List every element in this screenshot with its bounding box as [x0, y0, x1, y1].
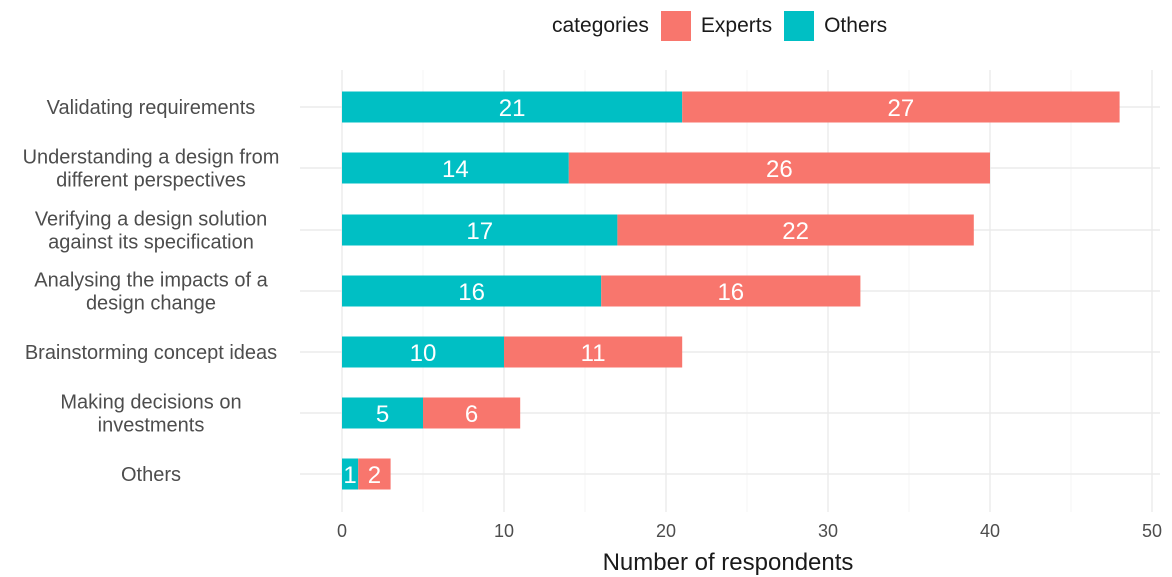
y-axis-label-line: Brainstorming concept ideas: [25, 342, 277, 364]
x-tick-label: 20: [656, 521, 676, 541]
bar-experts: [682, 91, 1120, 123]
bar-value-label-experts: 16: [717, 279, 744, 306]
bar-others: [342, 152, 569, 184]
bar-experts: [423, 397, 521, 429]
bar-value-label-experts: 27: [888, 95, 915, 122]
bar-value-label-others: 16: [458, 279, 485, 306]
bar-value-label-others: 17: [466, 218, 493, 245]
y-axis-label: Understanding a design from different per…: [23, 147, 280, 192]
y-axis-label: Others: [121, 464, 181, 486]
bar-value-label-others: 14: [442, 156, 469, 183]
y-axis-label-line: Others: [121, 464, 181, 486]
y-axis-label: Brainstorming concept ideas: [25, 342, 277, 364]
x-tick-label: 30: [818, 521, 838, 541]
bar-others: [342, 91, 683, 123]
y-axis-labels: Validating requirements Understanding a d…: [23, 97, 280, 486]
x-axis-title: Number of respondents: [603, 549, 854, 576]
y-axis-label-line: against its specification: [48, 232, 254, 254]
bar-experts: [504, 336, 683, 368]
y-axis-label-line: design change: [86, 293, 216, 315]
legend-item-experts: Experts: [660, 11, 773, 41]
y-axis-label-line: Making decisions on: [60, 392, 241, 414]
legend: categories Experts Others: [552, 8, 899, 44]
bar-experts: [617, 214, 974, 246]
x-tick-label: 40: [980, 521, 1000, 541]
bar-value-label-others: 21: [499, 95, 526, 122]
legend-label-others: Others: [824, 14, 888, 37]
bar-experts: [568, 152, 990, 184]
bar-others: [342, 214, 618, 246]
x-tick-label: 0: [337, 521, 347, 541]
y-axis-label-line: Analysing the impacts of a: [34, 270, 268, 292]
y-axis-label-line: investments: [98, 415, 205, 437]
bar-others: [342, 336, 504, 368]
bar-value-label-experts: 6: [465, 401, 478, 428]
bar-value-label-others: 5: [376, 401, 389, 428]
legend-swatch-experts: [660, 11, 691, 41]
bars: 21 27 14 26 17 22 16 16 10 11 5 6 1 2: [342, 91, 1120, 490]
bar-value-label-others: 10: [410, 340, 437, 367]
bar-experts: [358, 458, 391, 490]
bar-value-label-experts: 22: [782, 218, 809, 245]
bar-others: [342, 458, 359, 490]
y-axis-label: Validating requirements: [47, 97, 256, 119]
x-axis-ticks: 0 10 20 30 40 50: [337, 521, 1162, 541]
legend-item-others: Others: [784, 11, 887, 41]
bar-others: [342, 397, 423, 429]
y-axis-label: Making decisions on investments: [60, 392, 241, 437]
y-axis-label-line: Verifying a design solution: [35, 209, 267, 231]
y-axis-label-line: different perspectives: [56, 170, 246, 192]
bar-value-label-experts: 26: [766, 156, 793, 183]
bar-others: [342, 275, 602, 307]
bar-value-label-experts: 2: [368, 462, 381, 489]
y-axis-label: Analysing the impacts of a design change: [34, 270, 268, 315]
y-axis-label-line: Understanding a design from: [23, 147, 280, 169]
x-tick-label: 50: [1142, 521, 1162, 541]
legend-title: categories: [552, 14, 649, 37]
y-axis-label: Verifying a design solution against its s…: [35, 209, 267, 254]
legend-swatch-others: [784, 11, 815, 41]
x-tick-label: 10: [494, 521, 514, 541]
y-axis-label-line: Validating requirements: [47, 97, 256, 119]
bar-value-label-experts: 11: [581, 340, 606, 367]
legend-label-experts: Experts: [700, 14, 773, 37]
bar-value-label-others: 1: [343, 462, 356, 489]
bar-experts: [601, 275, 861, 307]
